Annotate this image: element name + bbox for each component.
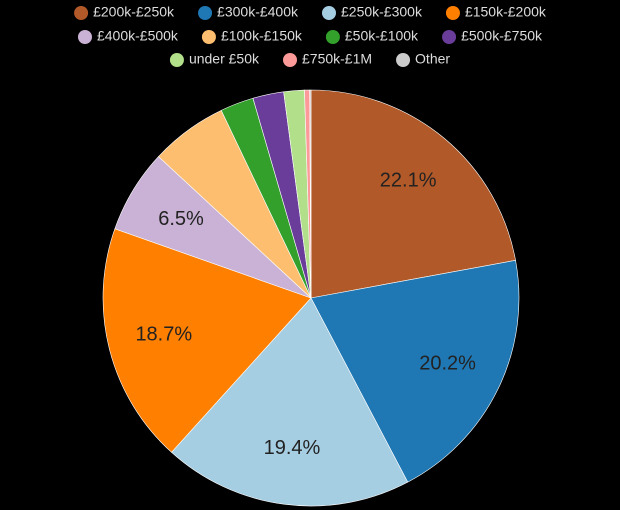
legend-label: £400k-£500k: [97, 28, 179, 44]
legend-swatch: [322, 6, 336, 20]
legend-label: £150k-£200k: [465, 4, 547, 20]
legend-swatch: [198, 6, 213, 20]
legend-label: £750k-£1M: [302, 51, 372, 67]
legend-label: £500k-£750k: [461, 28, 543, 44]
slice-label: 22.1%: [380, 170, 437, 192]
legend-label: £50k-£100k: [345, 28, 419, 44]
slice-label: 20.2%: [419, 353, 476, 375]
legend-swatch: [169, 53, 184, 67]
pie-slice: [309, 89, 312, 299]
legend-label: £200k-£250k: [93, 4, 175, 20]
legend-row: under £50k £750k-£1M Other: [169, 51, 450, 67]
legend-swatch: [325, 30, 340, 44]
legend-swatch: [445, 6, 460, 20]
pie-slice: [171, 297, 409, 507]
pie-slice: [310, 89, 516, 299]
slice-label: 19.4%: [264, 437, 321, 459]
legend-row: £200k-£250k £300k-£400k £250k-£300k £150k-£…: [74, 4, 547, 20]
legend-label: under £50k: [189, 51, 260, 67]
legend-swatch: [283, 53, 297, 67]
legend-swatch: [74, 6, 89, 20]
legend-label: £100k-£150k: [221, 28, 303, 44]
pie-slice: [310, 259, 520, 483]
legend-row: £400k-£500k £100k-£150k £50k-£100k £500k-£7…: [77, 28, 543, 44]
legend-swatch: [442, 30, 457, 44]
legend-label: Other: [415, 51, 450, 67]
legend-swatch: [201, 30, 216, 44]
legend-label: £250k-£300k: [341, 4, 423, 20]
legend-swatch: [396, 53, 411, 67]
legend-label: £300k-£400k: [217, 4, 299, 20]
slice-label: 18.7%: [135, 324, 192, 346]
legend-swatch: [77, 30, 92, 44]
pie-slice: [102, 228, 312, 453]
slice-label: 6.5%: [158, 208, 204, 230]
